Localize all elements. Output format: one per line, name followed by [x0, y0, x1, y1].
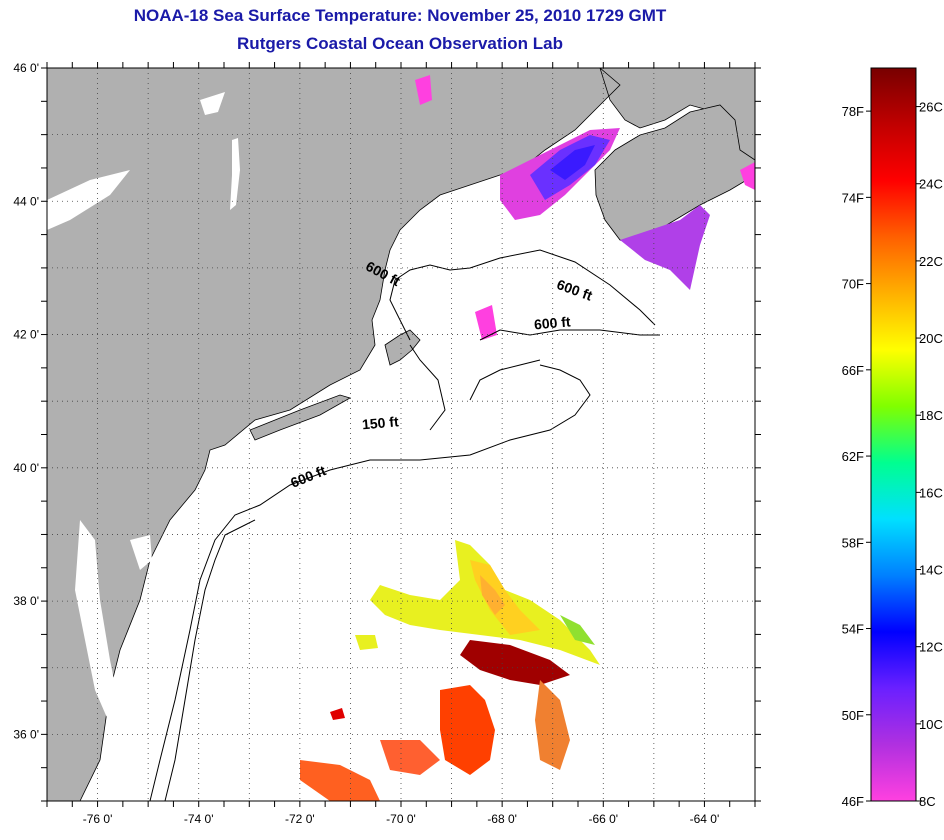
- f-tick-label: 62F: [842, 449, 864, 464]
- f-tick-label: 50F: [842, 708, 864, 723]
- colorbar-fahrenheit-ticks: 78F 74F 70F 66F 62F 58F 54F 50F 46F: [842, 104, 871, 809]
- sst-patches-north: [415, 75, 755, 340]
- depth-label: 150 ft: [361, 413, 399, 432]
- colorbar: [870, 67, 917, 802]
- f-tick-label: 78F: [842, 104, 864, 119]
- c-tick-label: 16C: [919, 485, 943, 500]
- lat-tick-label: 36 0': [13, 727, 39, 741]
- delaware-bay: [130, 535, 152, 570]
- c-tick-label: 26C: [919, 100, 943, 115]
- lon-tick-label: -70 0': [386, 812, 416, 826]
- f-tick-label: 58F: [842, 535, 864, 550]
- lon-tick-label: -66 0': [588, 812, 618, 826]
- lake-small: [200, 92, 225, 115]
- depth-label: 600 ft: [533, 313, 571, 332]
- f-tick-label: 66F: [842, 363, 864, 378]
- lat-tick-label: 46 0': [13, 61, 39, 75]
- latitude-axis: 46 0' 44 0' 42 0' 40 0' 38 0' 36 0': [13, 61, 761, 802]
- lon-tick-label: -72 0': [285, 812, 315, 826]
- lon-tick-label: -64 0': [690, 812, 720, 826]
- lake-champlain: [230, 138, 240, 210]
- f-tick-label: 54F: [842, 622, 864, 637]
- longitude-axis: -76 0' -74 0' -72 0' -70 0' -68 0' -66 0' -64 …: [46, 62, 756, 826]
- c-tick-label: 8C: [919, 794, 936, 809]
- map-subtitle: Rutgers Coastal Ocean Observation Lab: [237, 34, 563, 53]
- map-title: NOAA-18 Sea Surface Temperature: Novembe…: [133, 6, 667, 25]
- lon-tick-label: -74 0': [184, 812, 214, 826]
- f-tick-label: 70F: [842, 277, 864, 292]
- c-tick-label: 14C: [919, 563, 943, 578]
- lat-tick-label: 38 0': [13, 594, 39, 608]
- land-cape-cod: [384, 329, 421, 366]
- f-tick-label: 74F: [842, 190, 864, 205]
- colorbar-celsius-ticks: 26C 24C 22C 20C 18C 16C 14C 12C 10C 8C: [916, 100, 943, 809]
- c-tick-label: 22C: [919, 254, 943, 269]
- lat-tick-label: 44 0': [13, 194, 39, 208]
- lat-tick-label: 40 0': [13, 461, 39, 475]
- c-tick-label: 20C: [919, 331, 943, 346]
- lake-ontario: [47, 170, 130, 230]
- lat-tick-label: 42 0': [13, 328, 39, 342]
- grid-lines: [47, 68, 755, 801]
- c-tick-label: 12C: [919, 640, 943, 655]
- c-tick-label: 10C: [919, 717, 943, 732]
- lon-tick-label: -76 0': [83, 812, 113, 826]
- f-tick-label: 46F: [842, 794, 864, 809]
- sst-patches-south: [300, 540, 600, 801]
- land-long-island: [249, 394, 352, 441]
- chesapeake-bay: [75, 520, 118, 720]
- c-tick-label: 18C: [919, 408, 943, 423]
- c-tick-label: 24C: [919, 177, 943, 192]
- depth-contours: [149, 249, 660, 801]
- lon-tick-label: -68 0': [487, 812, 517, 826]
